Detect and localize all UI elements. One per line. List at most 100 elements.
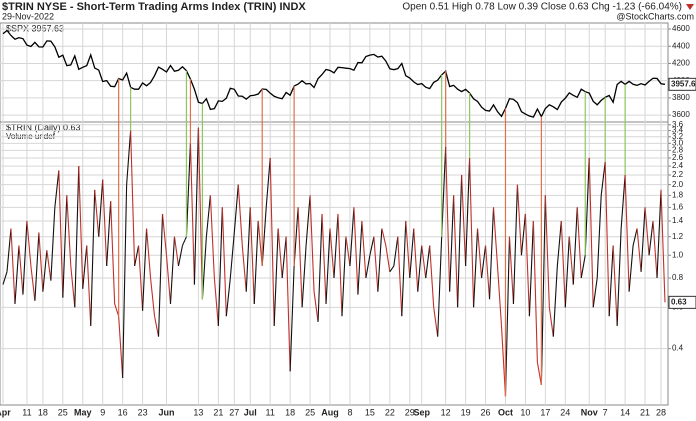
x-tick-label: 8: [347, 407, 352, 417]
y-tick-label: 3600: [672, 110, 690, 119]
trin-segment: [189, 143, 195, 285]
spx-label: $SPX 3957.63: [6, 23, 64, 33]
trin-segment: [269, 157, 275, 326]
trin-segment: [417, 245, 423, 292]
trin-segment: [469, 157, 475, 308]
trin-segment: [257, 220, 263, 267]
trin-segment: [357, 220, 363, 295]
trin-segment: [205, 195, 211, 237]
trin-segment: [421, 245, 427, 279]
x-tick-label: 16: [118, 407, 128, 417]
y-tick-label: 3800: [672, 93, 690, 102]
trin-segment: [26, 220, 32, 267]
trin-segment: [261, 207, 267, 267]
x-tick-label: 15: [365, 407, 375, 417]
trin-segment: [325, 228, 331, 305]
trin-segment: [648, 220, 654, 256]
trin-segment: [433, 307, 439, 337]
trin-segment: [401, 220, 407, 317]
x-tick-label: 18: [285, 407, 295, 417]
trin-segment: [457, 174, 463, 308]
trin-segment: [82, 245, 88, 289]
trin-segment: [608, 245, 614, 317]
trin-segment: [393, 236, 399, 267]
y-tick-label: 1.8: [672, 191, 684, 200]
trin-segment: [636, 228, 642, 272]
trin-segment: [173, 236, 180, 267]
trin-segment: [580, 255, 586, 279]
trin-segment: [114, 303, 120, 317]
trin-segment: [600, 161, 606, 196]
y-tick-label: 1.6: [672, 203, 684, 212]
y-tick-label: 4400: [672, 41, 690, 50]
y-tick-label: 2.0: [672, 180, 684, 189]
trin-segment: [34, 232, 40, 301]
trin-segment: [305, 195, 311, 246]
spx-line: [2, 29, 666, 119]
y-tick-label: 4600: [672, 24, 690, 33]
trin-segment: [528, 220, 534, 317]
trin-segment: [473, 228, 479, 308]
trin-segment: [409, 228, 415, 279]
trin-segment: [441, 146, 447, 237]
trin-segment: [193, 127, 199, 285]
x-tick-label: 23: [138, 407, 148, 417]
trin-segment: [297, 207, 303, 308]
trin-segment: [492, 207, 499, 267]
x-tick-label: 14: [620, 407, 630, 417]
trin-segment: [369, 236, 375, 256]
chart-title: $TRIN NYSE - Short-Term Trading Arms Ind…: [2, 1, 306, 13]
trin-segment: [94, 189, 100, 237]
trin-segment: [273, 228, 279, 326]
trin-segment: [413, 228, 419, 292]
bottom-panel: [0, 121, 669, 406]
trin-segment: [584, 157, 590, 256]
trin-segment: [50, 207, 56, 281]
trin-segment: [42, 250, 48, 292]
quote: Open 0.51 High 0.78 Low 0.39 Close 0.63 …: [402, 2, 682, 13]
trin-segment: [130, 130, 136, 267]
y-tick-label: 2.4: [672, 161, 684, 170]
trin-segment: [504, 236, 511, 397]
trin-segment: [86, 245, 92, 326]
trin-segment: [138, 245, 144, 311]
trin-segment: [317, 213, 323, 322]
trin-segment: [253, 220, 259, 305]
x-tick-label: 18: [38, 407, 48, 417]
trin-segment: [484, 245, 491, 300]
trin-segment: [321, 213, 327, 305]
trin-segment: [616, 228, 622, 326]
trin-segment: [229, 232, 235, 279]
x-tick-label: 17: [540, 407, 550, 417]
trin-segment: [461, 174, 467, 267]
last-value-tag: [668, 77, 696, 91]
trin-segment: [54, 170, 60, 208]
trin-segment: [640, 207, 646, 272]
trin-segment: [397, 236, 403, 317]
trin-segment: [118, 316, 124, 378]
trin-segment: [508, 236, 515, 305]
trin-segment: [154, 316, 160, 337]
y-tick-label: 1.0: [672, 250, 684, 259]
x-tick-label: 25: [58, 407, 68, 417]
x-tick-label: 10: [520, 407, 530, 417]
trin-segment: [213, 277, 219, 326]
trin-segment: [564, 236, 570, 308]
trin-segment: [157, 213, 164, 337]
trin-segment: [656, 189, 662, 279]
trin-segment: [78, 166, 84, 289]
trin-segment: [552, 265, 558, 337]
trin-segment: [313, 291, 319, 322]
trin-segment: [281, 236, 287, 279]
trin-segment: [165, 255, 172, 305]
trin-segment: [225, 277, 231, 317]
trin-segment: [30, 265, 36, 301]
trin-segment: [385, 245, 391, 272]
trin-segment: [126, 130, 132, 185]
y-tick-label: 1.2: [672, 232, 684, 241]
trin-segment: [74, 166, 80, 308]
trin-segment: [14, 245, 20, 305]
x-tick-label: 22: [385, 407, 395, 417]
